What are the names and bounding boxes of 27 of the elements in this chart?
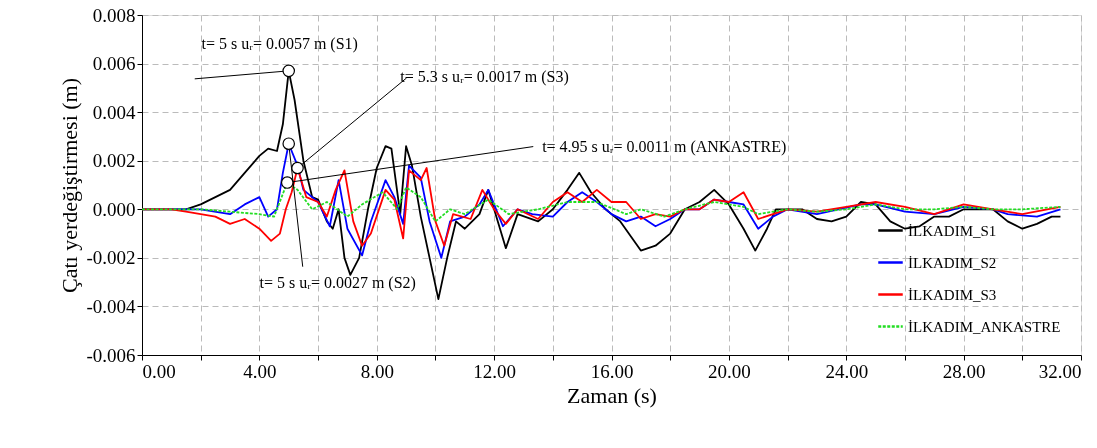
legend-label: İLKADIM_S2 (908, 254, 997, 271)
x-tick-label: 0.00 (142, 360, 176, 382)
annotation: t= 5.3 s uᵣ= 0.0017 m (S3) (400, 68, 569, 86)
legend-label: İLKADIM_S1 (908, 222, 997, 239)
x-tick-label: 28.00 (942, 360, 986, 382)
legend-label: İLKADIM_S3 (908, 286, 997, 303)
y-tick-label: -0.006 (86, 344, 136, 366)
x-tick-label: 4.00 (243, 360, 277, 382)
y-tick-label: -0.004 (86, 295, 136, 317)
y-tick-label: 0.006 (92, 53, 136, 75)
y-tick-label: 0.002 (92, 150, 136, 172)
annotation: t= 5 s uᵣ= 0.0027 m (S2) (259, 273, 416, 292)
x-tick-label: 8.00 (360, 360, 394, 382)
x-tick-label: 24.00 (825, 360, 869, 382)
legend-label: İLKADIM_ANKASTRE (908, 318, 1061, 335)
x-tick-label: 12.00 (473, 360, 516, 382)
y-tick-label: -0.002 (86, 247, 136, 269)
x-tick-label: 16.00 (590, 360, 634, 382)
annotation: t= 5 s uᵣ= 0.0057 m (S1) (201, 34, 358, 53)
annotation: t= 4.95 s uᵣ= 0.0011 m (ANKASTRE) (542, 137, 787, 156)
x-tick-label: 20.00 (708, 360, 751, 382)
x-axis-title: Zaman (s) (567, 382, 657, 408)
y-tick-label: 0.000 (92, 198, 136, 220)
y-axis-title: Çatı yerdeğiştirmesi (m) (57, 77, 83, 294)
y-tick-label: 0.008 (92, 4, 136, 26)
y-tick-label: 0.004 (92, 101, 136, 123)
x-tick-label: 32.00 (1038, 360, 1082, 382)
